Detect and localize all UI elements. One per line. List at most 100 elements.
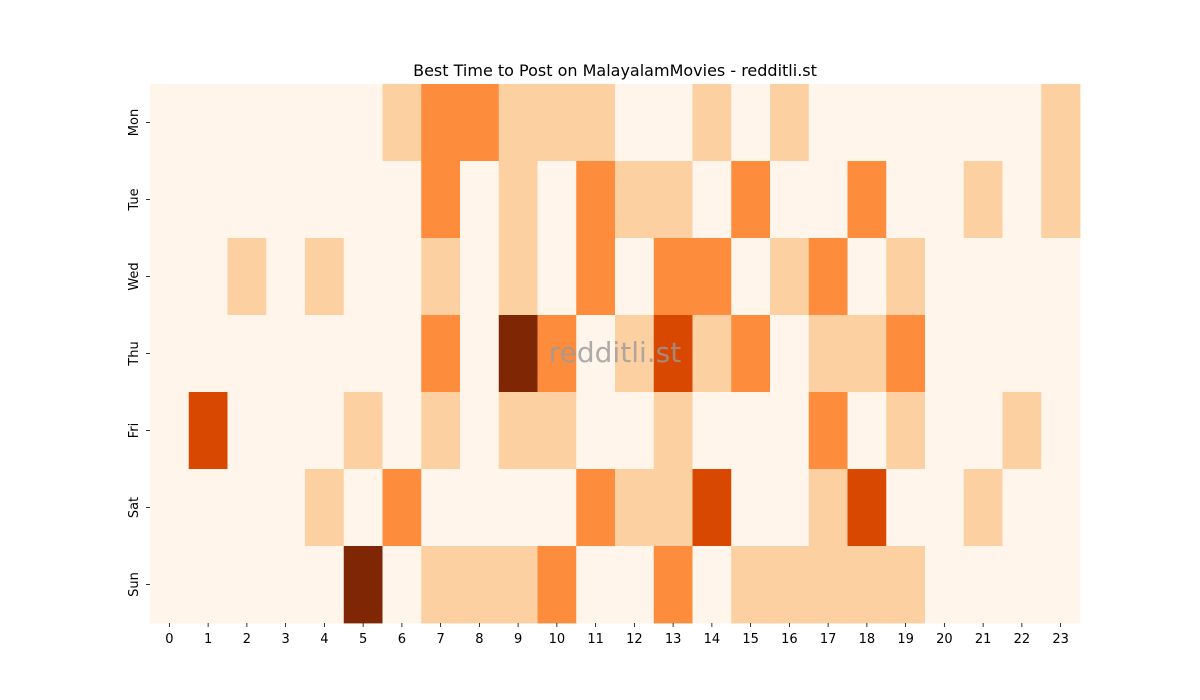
heatmap-cell [1002,238,1042,316]
heatmap-cell [460,161,500,239]
heatmap-cell [266,469,306,547]
heatmap-cell [460,469,500,547]
heatmap-cell [1041,161,1081,239]
y-tick-label: Tue [127,188,142,211]
x-tick-label: 14 [704,632,721,647]
heatmap-cell [692,315,732,393]
heatmap-cell [188,161,228,239]
heatmap-cell [343,238,383,316]
heatmap-cell [886,392,926,470]
heatmap-cell [421,238,461,316]
x-axis: 0 1 2 3 4 5 6 7 8 9 10 11 12 13 14 15 16 17 18 19 20 21 22 23 [165,623,1069,647]
heatmap-cell [305,238,345,316]
heatmap-cell [382,315,422,393]
heatmap-cell [808,546,848,624]
heatmap-cell [421,161,461,239]
heatmap-cell [925,238,965,316]
chart-title: Best Time to Post on MalayalamMovies - r… [413,61,817,80]
heatmap-cell [305,161,345,239]
heatmap-cell [576,161,616,239]
heatmap-cell [963,161,1003,239]
heatmap-cell [615,315,655,393]
heatmap-cell [537,315,577,393]
heatmap-cell [925,392,965,470]
heatmap-cell [150,161,190,239]
x-tick-label: 18 [859,632,876,647]
heatmap-cell [227,238,267,316]
heatmap-cell [692,161,732,239]
heatmap-cell [343,161,383,239]
heatmap-cell [498,315,538,393]
heatmap-cell [963,392,1003,470]
x-tick-label: 16 [781,632,798,647]
x-tick-label: 17 [820,632,837,647]
heatmap-cell [692,469,732,547]
heatmap-cell [963,84,1003,162]
heatmap-cell [1002,392,1042,470]
heatmap-cell [343,546,383,624]
y-tick-label: Sun [127,572,142,597]
heatmap-cell [150,392,190,470]
heatmap-cell [847,315,887,393]
heatmap-cell [227,84,267,162]
heatmap-cell [963,238,1003,316]
heatmap-cell [925,469,965,547]
heatmap-cell [886,161,926,239]
x-tick-label: 13 [665,632,682,647]
heatmap-cell [382,392,422,470]
heatmap-cell [731,238,771,316]
heatmap-cell [770,84,810,162]
heatmap-cell [498,392,538,470]
y-tick-label: Fri [127,423,142,439]
heatmap-cell [576,469,616,547]
heatmap-cell [808,84,848,162]
x-tick-label: 11 [587,632,604,647]
heatmap-cell [847,546,887,624]
y-axis: Mon Tue Wed Thu Fri Sat Sun [127,109,150,597]
heatmap-cell [808,469,848,547]
heatmap-cell [382,84,422,162]
x-tick-label: 5 [359,632,367,647]
heatmap-cell [460,84,500,162]
heatmap-cell [925,161,965,239]
heatmap-cell [498,161,538,239]
heatmap-cell [150,238,190,316]
heatmap-cell [188,392,228,470]
heatmap-cell [576,84,616,162]
heatmap-cell [537,392,577,470]
heatmap-cell [731,546,771,624]
heatmap-cell [421,84,461,162]
heatmap-cell [576,392,616,470]
heatmap-cell [576,238,616,316]
heatmap-cell [266,315,306,393]
y-tick-label: Mon [127,109,142,136]
heatmap-cell [847,238,887,316]
heatmap-cell [460,238,500,316]
heatmap-cell [305,392,345,470]
heatmap-cell [343,315,383,393]
heatmap-cell [421,469,461,547]
heatmap-cell [150,546,190,624]
heatmap-cell [382,546,422,624]
heatmap-cell [305,546,345,624]
heatmap-cell [963,315,1003,393]
heatmap-cell [421,315,461,393]
heatmap-cell [653,469,693,547]
x-tick-label: 0 [165,632,173,647]
heatmap-cell [653,546,693,624]
heatmap-cell [150,469,190,547]
heatmap-cell [615,84,655,162]
heatmap-cell [1041,238,1081,316]
heatmap-cell [653,238,693,316]
heatmap-cell [227,161,267,239]
heatmap-cell [692,84,732,162]
heatmap-cell [615,546,655,624]
heatmap-cell [615,161,655,239]
heatmap-cell [653,315,693,393]
heatmap-cell [1002,469,1042,547]
heatmap-cell [653,392,693,470]
heatmap-cell [266,238,306,316]
heatmap-cell [188,84,228,162]
heatmap-cell [460,392,500,470]
x-tick-label: 3 [281,632,289,647]
